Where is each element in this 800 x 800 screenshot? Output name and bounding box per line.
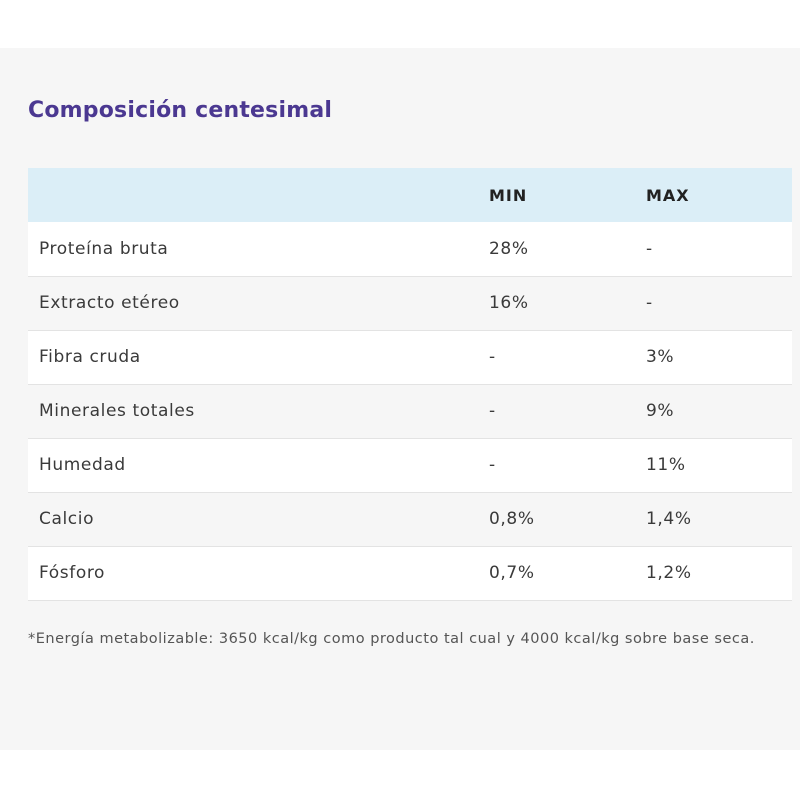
section-title: Composición centesimal: [28, 98, 333, 123]
nutrient-name: Extracto etéreo: [39, 293, 180, 313]
max-value: 9%: [646, 401, 675, 421]
max-value: 1,4%: [646, 509, 692, 529]
content-panel: [0, 48, 800, 750]
table-header-row: MIN MAX: [28, 168, 792, 222]
table-row: Minerales totales - 9%: [28, 384, 792, 438]
nutrient-name: Fibra cruda: [39, 347, 141, 367]
nutrient-name: Calcio: [39, 509, 95, 529]
min-value: 28%: [489, 238, 529, 259]
table-row: Humedad - 11%: [28, 438, 792, 492]
max-value: -: [646, 238, 653, 259]
energy-footnote: *Energía metabolizable: 3650 kcal/kg com…: [28, 631, 755, 647]
column-header-max: MAX: [646, 185, 690, 205]
table-row: Extracto etéreo 16% -: [28, 276, 792, 330]
nutrient-name: Minerales totales: [39, 401, 195, 421]
column-header-min: MIN: [489, 185, 528, 205]
max-value: 1,2%: [646, 563, 692, 583]
max-value: 3%: [646, 347, 675, 367]
min-value: 16%: [489, 293, 529, 313]
table-row: Fósforo 0,7% 1,2%: [28, 546, 792, 600]
min-value: 0,7%: [489, 563, 535, 583]
nutrient-name: Fósforo: [39, 563, 106, 583]
table-row: Calcio 0,8% 1,4%: [28, 492, 792, 546]
table-row: Proteína bruta 28% -: [28, 222, 792, 276]
min-value: -: [489, 455, 496, 475]
min-value: 0,8%: [489, 509, 535, 529]
max-value: 11%: [646, 455, 686, 475]
nutrient-name: Proteína bruta: [39, 238, 169, 259]
min-value: -: [489, 347, 496, 367]
max-value: -: [646, 293, 653, 313]
nutrient-name: Humedad: [39, 455, 126, 475]
table-row: Fibra cruda - 3%: [28, 330, 792, 384]
column-header-nutrient: [28, 168, 489, 222]
composition-table: MIN MAX Proteína bruta 28% - Extracto et…: [28, 168, 792, 601]
min-value: -: [489, 401, 496, 421]
